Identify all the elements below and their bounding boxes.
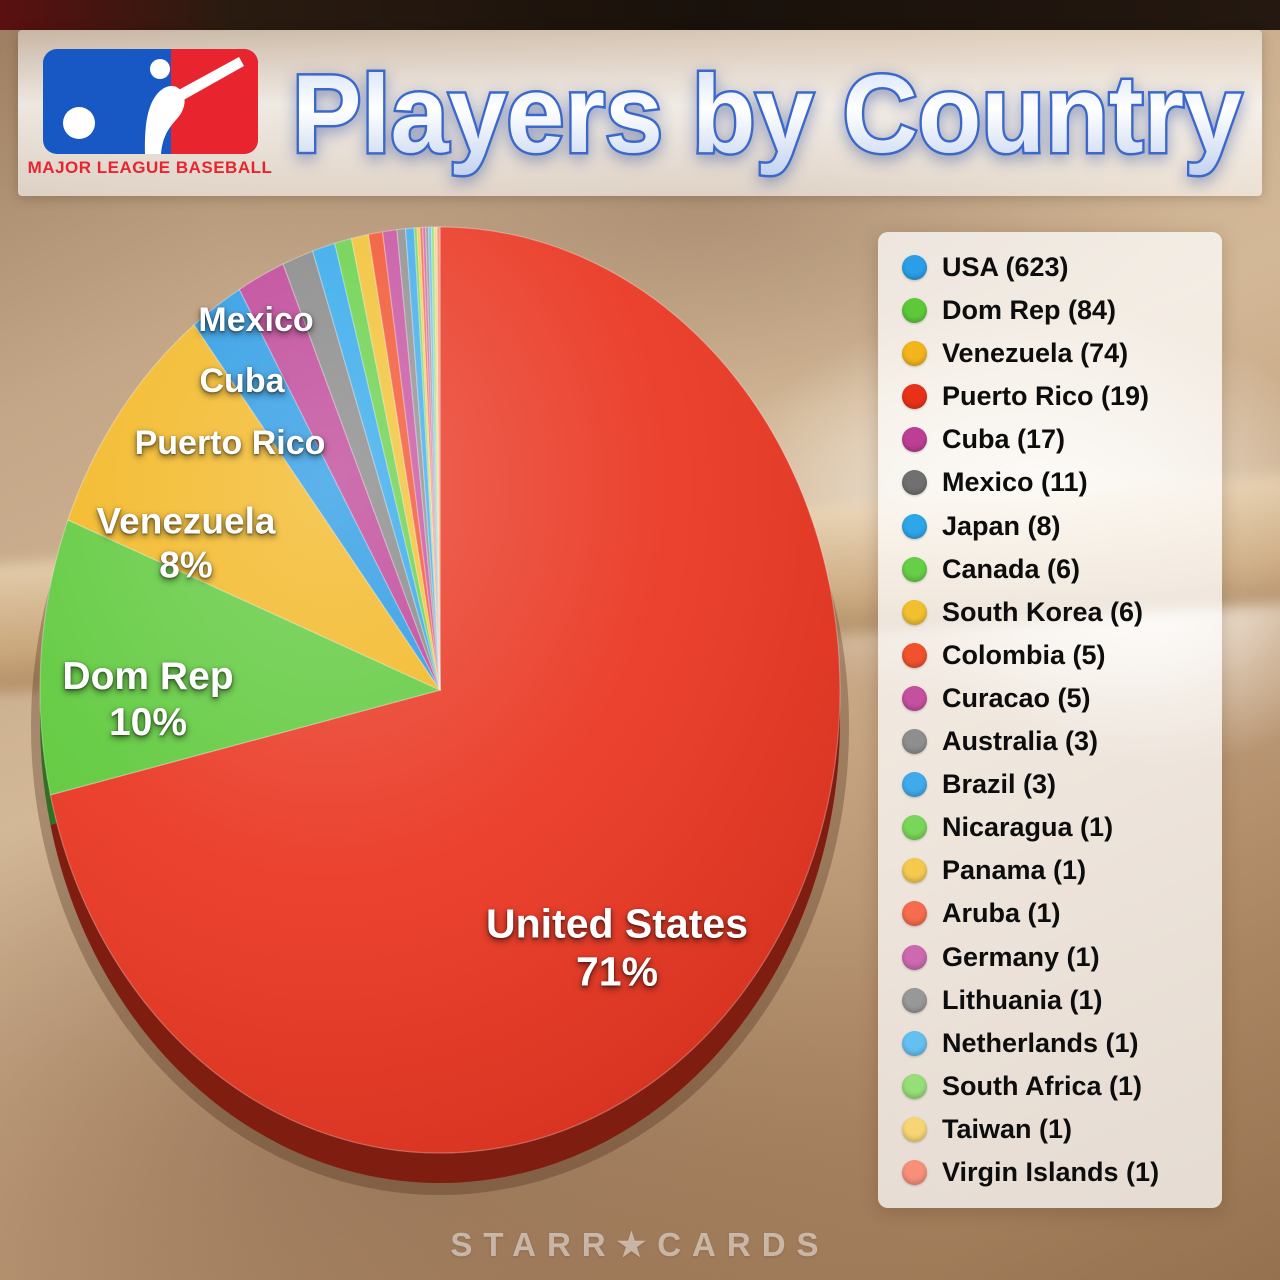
legend-item-label: Dom Rep (84) [942, 295, 1117, 326]
legend-item: Brazil (3) [902, 769, 1198, 800]
pie-label-cuba: Cuba [200, 361, 285, 401]
legend-item-label: Brazil (3) [942, 769, 1057, 800]
legend-dot [902, 427, 927, 453]
legend-item-label: Aruba (1) [942, 898, 1061, 929]
legend-item-label: South Korea (6) [942, 596, 1144, 627]
legend-item-label: Venezuela (74) [942, 338, 1129, 369]
legend-dot [902, 1030, 927, 1056]
legend-item-label: Japan (8) [942, 510, 1061, 541]
legend-item-label: USA (623) [942, 252, 1069, 282]
header: MAJOR LEAGUE BASEBALL Players by Country [18, 30, 1262, 196]
legend-item: Virgin Islands (1) [902, 1157, 1198, 1188]
pie-label-dom-rep-pct: 10% [108, 701, 188, 744]
legend-item: Netherlands (1) [902, 1028, 1198, 1059]
mlb-logo-ball [62, 106, 95, 139]
legend-dot [902, 255, 927, 280]
legend-item-label: Mexico (11) [942, 467, 1088, 498]
mlb-logo-icon [42, 48, 258, 154]
pie-label-dom-rep: Dom Rep 10% [62, 654, 233, 746]
legend-item: Cuba (17) [902, 424, 1198, 455]
legend-item-label: Puerto Rico (19) [942, 381, 1150, 412]
page-title-text: Players by Country [292, 53, 1242, 176]
legend-item: Panama (1) [902, 855, 1198, 886]
legend-item-label: Netherlands (1) [942, 1027, 1139, 1058]
legend-dot [902, 987, 927, 1013]
legend-item: Mexico (11) [902, 467, 1198, 498]
mlb-logo-batter-silhouette [144, 56, 244, 154]
legend-item: South Africa (1) [902, 1071, 1198, 1102]
pie-label-venezuela-name: Venezuela [96, 500, 276, 542]
legend-dot [902, 1159, 927, 1185]
legend-item: USA (623) [902, 252, 1198, 283]
legend-dot [902, 298, 927, 324]
legend-dot [902, 341, 927, 367]
pie-label-mexico-text: Mexico [198, 300, 314, 339]
legend-item-label: Nicaragua (1) [942, 812, 1114, 843]
legend-dot [902, 513, 927, 539]
legend-item: Curacao (5) [902, 683, 1198, 714]
pie-svg [31, 226, 849, 1195]
legend-dot [902, 642, 927, 668]
legend-dot [902, 944, 927, 970]
legend-item-label: Taiwan (1) [942, 1113, 1073, 1144]
mlb-logo-red-field [170, 48, 258, 154]
legend-dot [902, 1073, 927, 1099]
legend-item: Colombia (5) [902, 640, 1198, 671]
legend-item: Germany (1) [902, 942, 1198, 973]
legend-item-label: Germany (1) [942, 941, 1100, 972]
pie-gloss [40, 227, 840, 1153]
pie-label-mexico: Mexico [198, 300, 313, 340]
legend-item: Puerto Rico (19) [902, 381, 1198, 412]
legend-dot [902, 1116, 927, 1142]
legend-item-label: Lithuania (1) [942, 984, 1103, 1015]
legend-item: South Korea (6) [902, 597, 1198, 628]
legend-item-label: South Africa (1) [942, 1070, 1143, 1101]
brand-text: MAJOR LEAGUE BASEBALL [27, 157, 273, 177]
legend-item-label: Colombia (5) [942, 639, 1106, 670]
legend-item: Aruba (1) [902, 898, 1198, 929]
legend-item: Australia (3) [902, 726, 1198, 757]
pie-label-puerto-rico: Puerto Rico [135, 423, 326, 463]
pie-chart: Mexico Cuba Puerto Rico Venezuela 8% Dom… [18, 212, 863, 1222]
legend-item-label: Virgin Islands (1) [942, 1156, 1160, 1187]
legend-item: Nicaragua (1) [902, 812, 1198, 843]
legend-item-label: Curacao (5) [942, 682, 1091, 713]
pie-label-united-states: United States 71% [486, 900, 748, 997]
legend-item: Japan (8) [902, 511, 1198, 542]
legend-item: Taiwan (1) [902, 1114, 1198, 1145]
pie-label-dom-rep-name: Dom Rep [62, 654, 234, 698]
legend-panel: USA (623) Dom Rep (84) Venezuela (74) Puert… [878, 232, 1222, 1208]
pie-label-puerto-rico-text: Puerto Rico [134, 423, 326, 462]
legend-dot [902, 556, 927, 582]
legend-item-label: Panama (1) [942, 855, 1087, 886]
page-title: Players by Country [290, 51, 1245, 179]
legend-dot [902, 729, 927, 755]
legend-dot [902, 384, 927, 410]
legend-dot [902, 858, 927, 884]
legend-item-label: Canada (6) [942, 553, 1081, 584]
mlb-logo-block: MAJOR LEAGUE BASEBALL [28, 48, 272, 178]
pie-label-united-states-pct: 71% [575, 949, 659, 995]
legend-dot [902, 470, 927, 496]
legend-item-label: Australia (3) [942, 726, 1099, 757]
legend-dot [902, 901, 927, 927]
legend-item: Venezuela (74) [902, 338, 1198, 369]
legend-item: Lithuania (1) [902, 985, 1198, 1016]
legend-item: Canada (6) [902, 554, 1198, 585]
pie-label-venezuela: Venezuela 8% [97, 499, 276, 586]
legend-item: Dom Rep (84) [902, 295, 1198, 326]
watermark: STARR★CARDS [450, 1226, 830, 1263]
pie-label-venezuela-pct: 8% [159, 544, 213, 585]
pie-label-united-states-name: United States [486, 900, 748, 947]
pie-label-cuba-text: Cuba [199, 361, 285, 400]
legend-dot [902, 685, 927, 711]
legend-dot [902, 599, 927, 625]
top-dark-strip [0, 0, 1280, 30]
legend-dot [902, 815, 927, 841]
legend-dot [902, 772, 927, 798]
legend-item-label: Cuba (17) [942, 424, 1066, 455]
